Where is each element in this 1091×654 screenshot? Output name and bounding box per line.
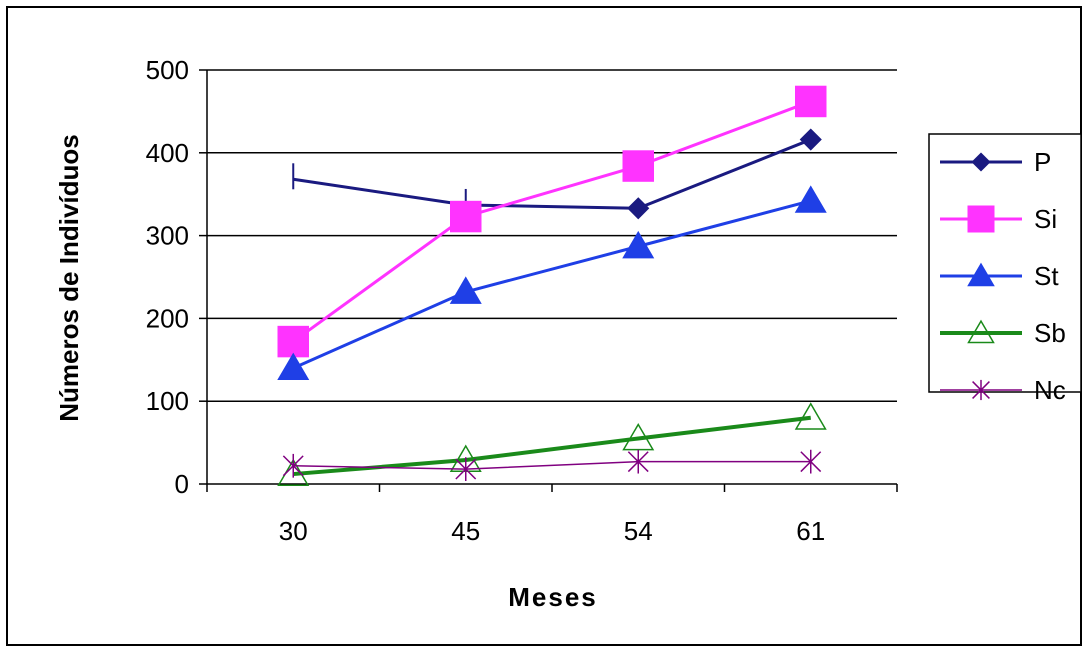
series-sb — [277, 402, 827, 487]
legend-label: St — [1034, 261, 1059, 291]
legend-item-st: St — [940, 261, 1059, 291]
y-tick-label: 400 — [146, 138, 189, 168]
data-point — [800, 449, 822, 474]
series-line — [293, 138, 812, 210]
data-point — [277, 352, 310, 381]
series-line — [292, 199, 812, 370]
data-point — [277, 325, 309, 358]
y-tick-label: 200 — [146, 303, 189, 333]
data-point — [799, 128, 822, 151]
x-tick-label: 61 — [796, 516, 825, 546]
chart-frame — [6, 6, 1082, 646]
y-tick-label: 300 — [146, 221, 189, 251]
grid-layer — [207, 69, 897, 402]
data-point — [282, 453, 304, 478]
x-tick-label: 54 — [624, 516, 653, 546]
data-point — [627, 449, 649, 474]
legend-label: Nc — [1034, 375, 1066, 405]
legend-label: P — [1034, 147, 1051, 177]
data-point — [450, 200, 482, 233]
legend-item-sb: Sb — [940, 318, 1066, 348]
legend-marker — [971, 152, 991, 172]
legend-marker — [972, 379, 990, 401]
legend-item-p: P — [940, 147, 1051, 177]
legend-box — [928, 133, 1082, 393]
y-tick-label: 100 — [146, 386, 189, 416]
y-tick-label: 0 — [175, 469, 189, 499]
series-line — [293, 460, 811, 470]
y-tick-label: 500 — [146, 55, 189, 85]
series-line — [292, 100, 812, 343]
series-si — [277, 85, 827, 358]
data-point — [622, 422, 655, 451]
y-axis-title: Números de Indivíduos — [54, 134, 84, 422]
series-p — [292, 128, 822, 220]
series-st — [277, 185, 827, 381]
legend: P Si St Sb Nc — [928, 133, 1082, 405]
data-point — [795, 85, 827, 118]
data-point — [622, 150, 654, 182]
legend-item-si: Si — [940, 204, 1057, 234]
legend-label: Si — [1034, 204, 1057, 234]
axis-layer: 0 100 200 300 400 500 30 45 54 61 — [146, 55, 898, 546]
data-point — [794, 402, 827, 430]
x-tick-label: 30 — [279, 516, 308, 546]
data-point — [627, 197, 650, 220]
x-tick-label: 45 — [451, 516, 480, 546]
legend-marker — [967, 319, 995, 344]
legend-item-nc: Nc — [940, 375, 1066, 405]
data-point — [449, 276, 482, 304]
x-axis-title: Meses — [508, 582, 598, 612]
data-point — [794, 185, 827, 213]
series-layer — [277, 85, 827, 487]
series-nc — [282, 449, 822, 481]
data-point — [455, 457, 477, 481]
legend-label: Sb — [1034, 318, 1066, 348]
data-point — [622, 230, 655, 259]
legend-marker — [967, 262, 995, 287]
legend-marker — [967, 205, 995, 233]
